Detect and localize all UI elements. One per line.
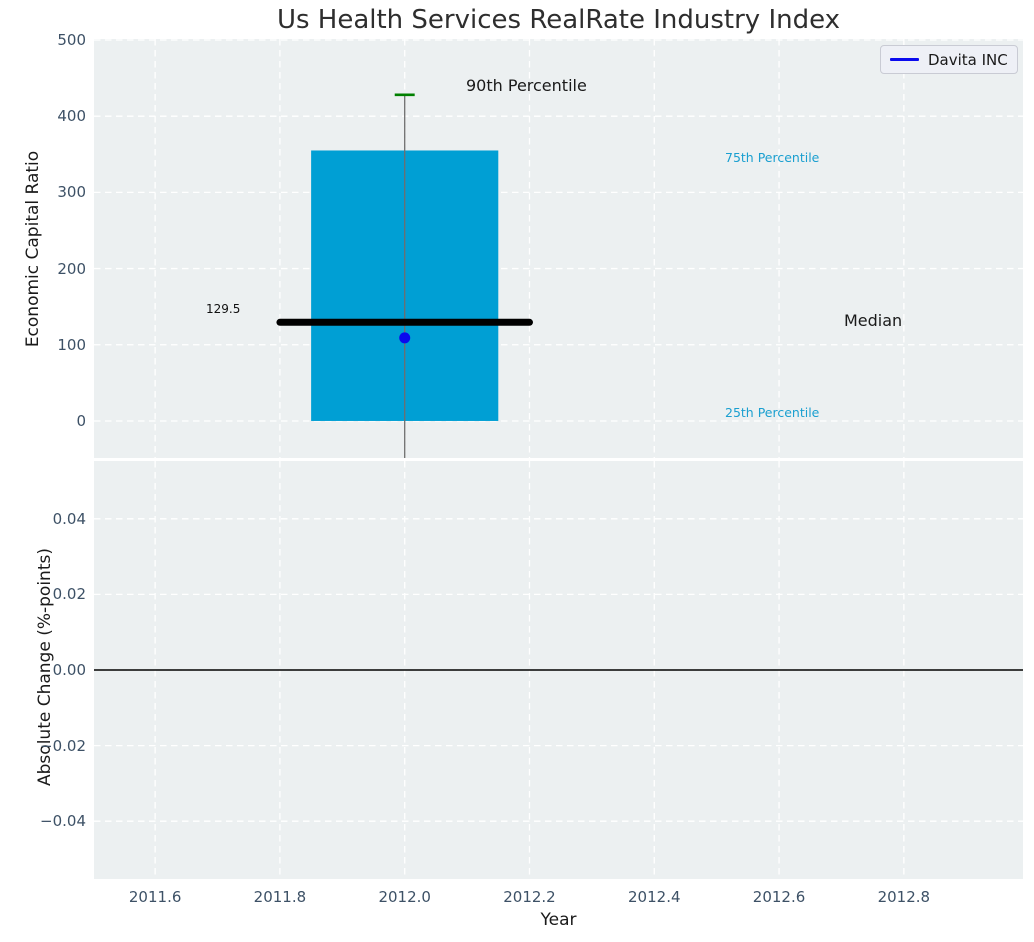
axes-top [94,39,1023,458]
legend: Davita INC [880,45,1018,74]
y-axis-label-top: Economic Capital Ratio [23,150,43,348]
y-tick-label: 0.04 [52,509,86,528]
y-tick-label: 300 [57,183,86,202]
annotation-25th-percentile: 25th Percentile [725,405,820,420]
x-tick-label: 2012.0 [378,888,431,906]
annotation-75th-percentile: 75th Percentile [725,150,820,165]
annotation-90th-percentile: 90th Percentile [466,76,587,95]
y-tick-label: 0.00 [52,661,86,679]
y-tick-label: 0.02 [52,585,86,604]
y-tick-label: 0 [76,411,86,430]
annotation-median: Median [844,311,903,330]
y-tick-label: −0.04 [40,812,86,831]
x-tick-label: 2012.8 [877,888,931,906]
x-tick-label: 2012.6 [752,888,806,906]
legend-line-sample [890,58,919,61]
annotation-median-value: 129.5 [206,302,241,316]
x-tick-label: 2012.4 [628,888,681,906]
x-tick-label: 2011.6 [128,888,182,906]
x-tick-label: 2011.8 [253,888,307,906]
legend-label: Davita INC [928,50,1008,69]
x-axis-label: Year [540,910,577,930]
y-tick-label: 100 [57,335,86,354]
y-tick-label: 200 [57,259,86,278]
y-tick-label: 400 [57,107,86,126]
bottom-plot-canvas [94,461,1023,879]
x-tick-label: 2012.2 [503,888,556,906]
chart-title: Us Health Services RealRate Industry Ind… [276,5,841,35]
y-tick-label: 500 [57,30,86,49]
davita-marker [399,332,411,344]
top-plot-canvas [94,39,1023,458]
y-tick-label: −0.02 [40,736,86,755]
axes-bottom [94,461,1023,879]
